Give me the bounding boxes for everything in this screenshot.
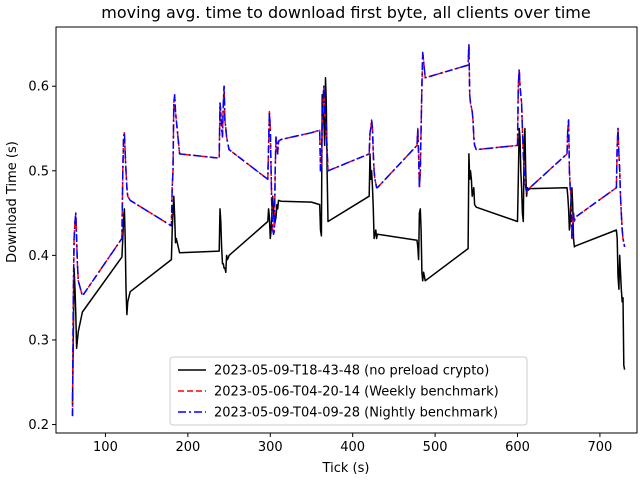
- y-tick-label: 0.4: [28, 249, 49, 264]
- y-axis: 0.2 0.3 0.4 0.5 0.6: [28, 80, 56, 433]
- y-tick-label: 0.2: [28, 418, 49, 433]
- x-axis: 100 200 300 400 500 600 700: [93, 433, 612, 455]
- y-tick-label: 0.6: [28, 80, 49, 95]
- x-tick-label: 600: [505, 440, 530, 455]
- chart-title: moving avg. time to download first byte,…: [101, 3, 590, 22]
- y-axis-label: Download Time (s): [5, 141, 20, 263]
- plot-frame: [55, 26, 638, 434]
- legend: 2023-05-09-T18-43-48 (no preload crypto)…: [169, 356, 528, 426]
- y-tick-label: 0.3: [28, 333, 49, 348]
- legend-label-3: 2023-05-09-T04-09-28 (Nightly benchmark): [214, 406, 498, 421]
- y-tick-label: 0.5: [28, 164, 49, 179]
- legend-label-2: 2023-05-06-T04-20-14 (Weekly benchmark): [214, 385, 499, 400]
- legend-label-1: 2023-05-09-T18-43-48 (no preload crypto): [214, 364, 489, 379]
- x-tick-label: 400: [340, 440, 365, 455]
- x-tick-label: 100: [93, 440, 118, 455]
- x-tick-label: 200: [175, 440, 200, 455]
- x-tick-label: 500: [423, 440, 448, 455]
- legend-box: [169, 356, 528, 426]
- x-tick-label: 700: [588, 440, 613, 455]
- series-line-3: [71, 43, 626, 417]
- x-axis-label: Tick (s): [322, 461, 370, 476]
- series-line-1: [71, 77, 626, 404]
- x-tick-label: 300: [258, 440, 283, 455]
- plot-area: [71, 43, 626, 417]
